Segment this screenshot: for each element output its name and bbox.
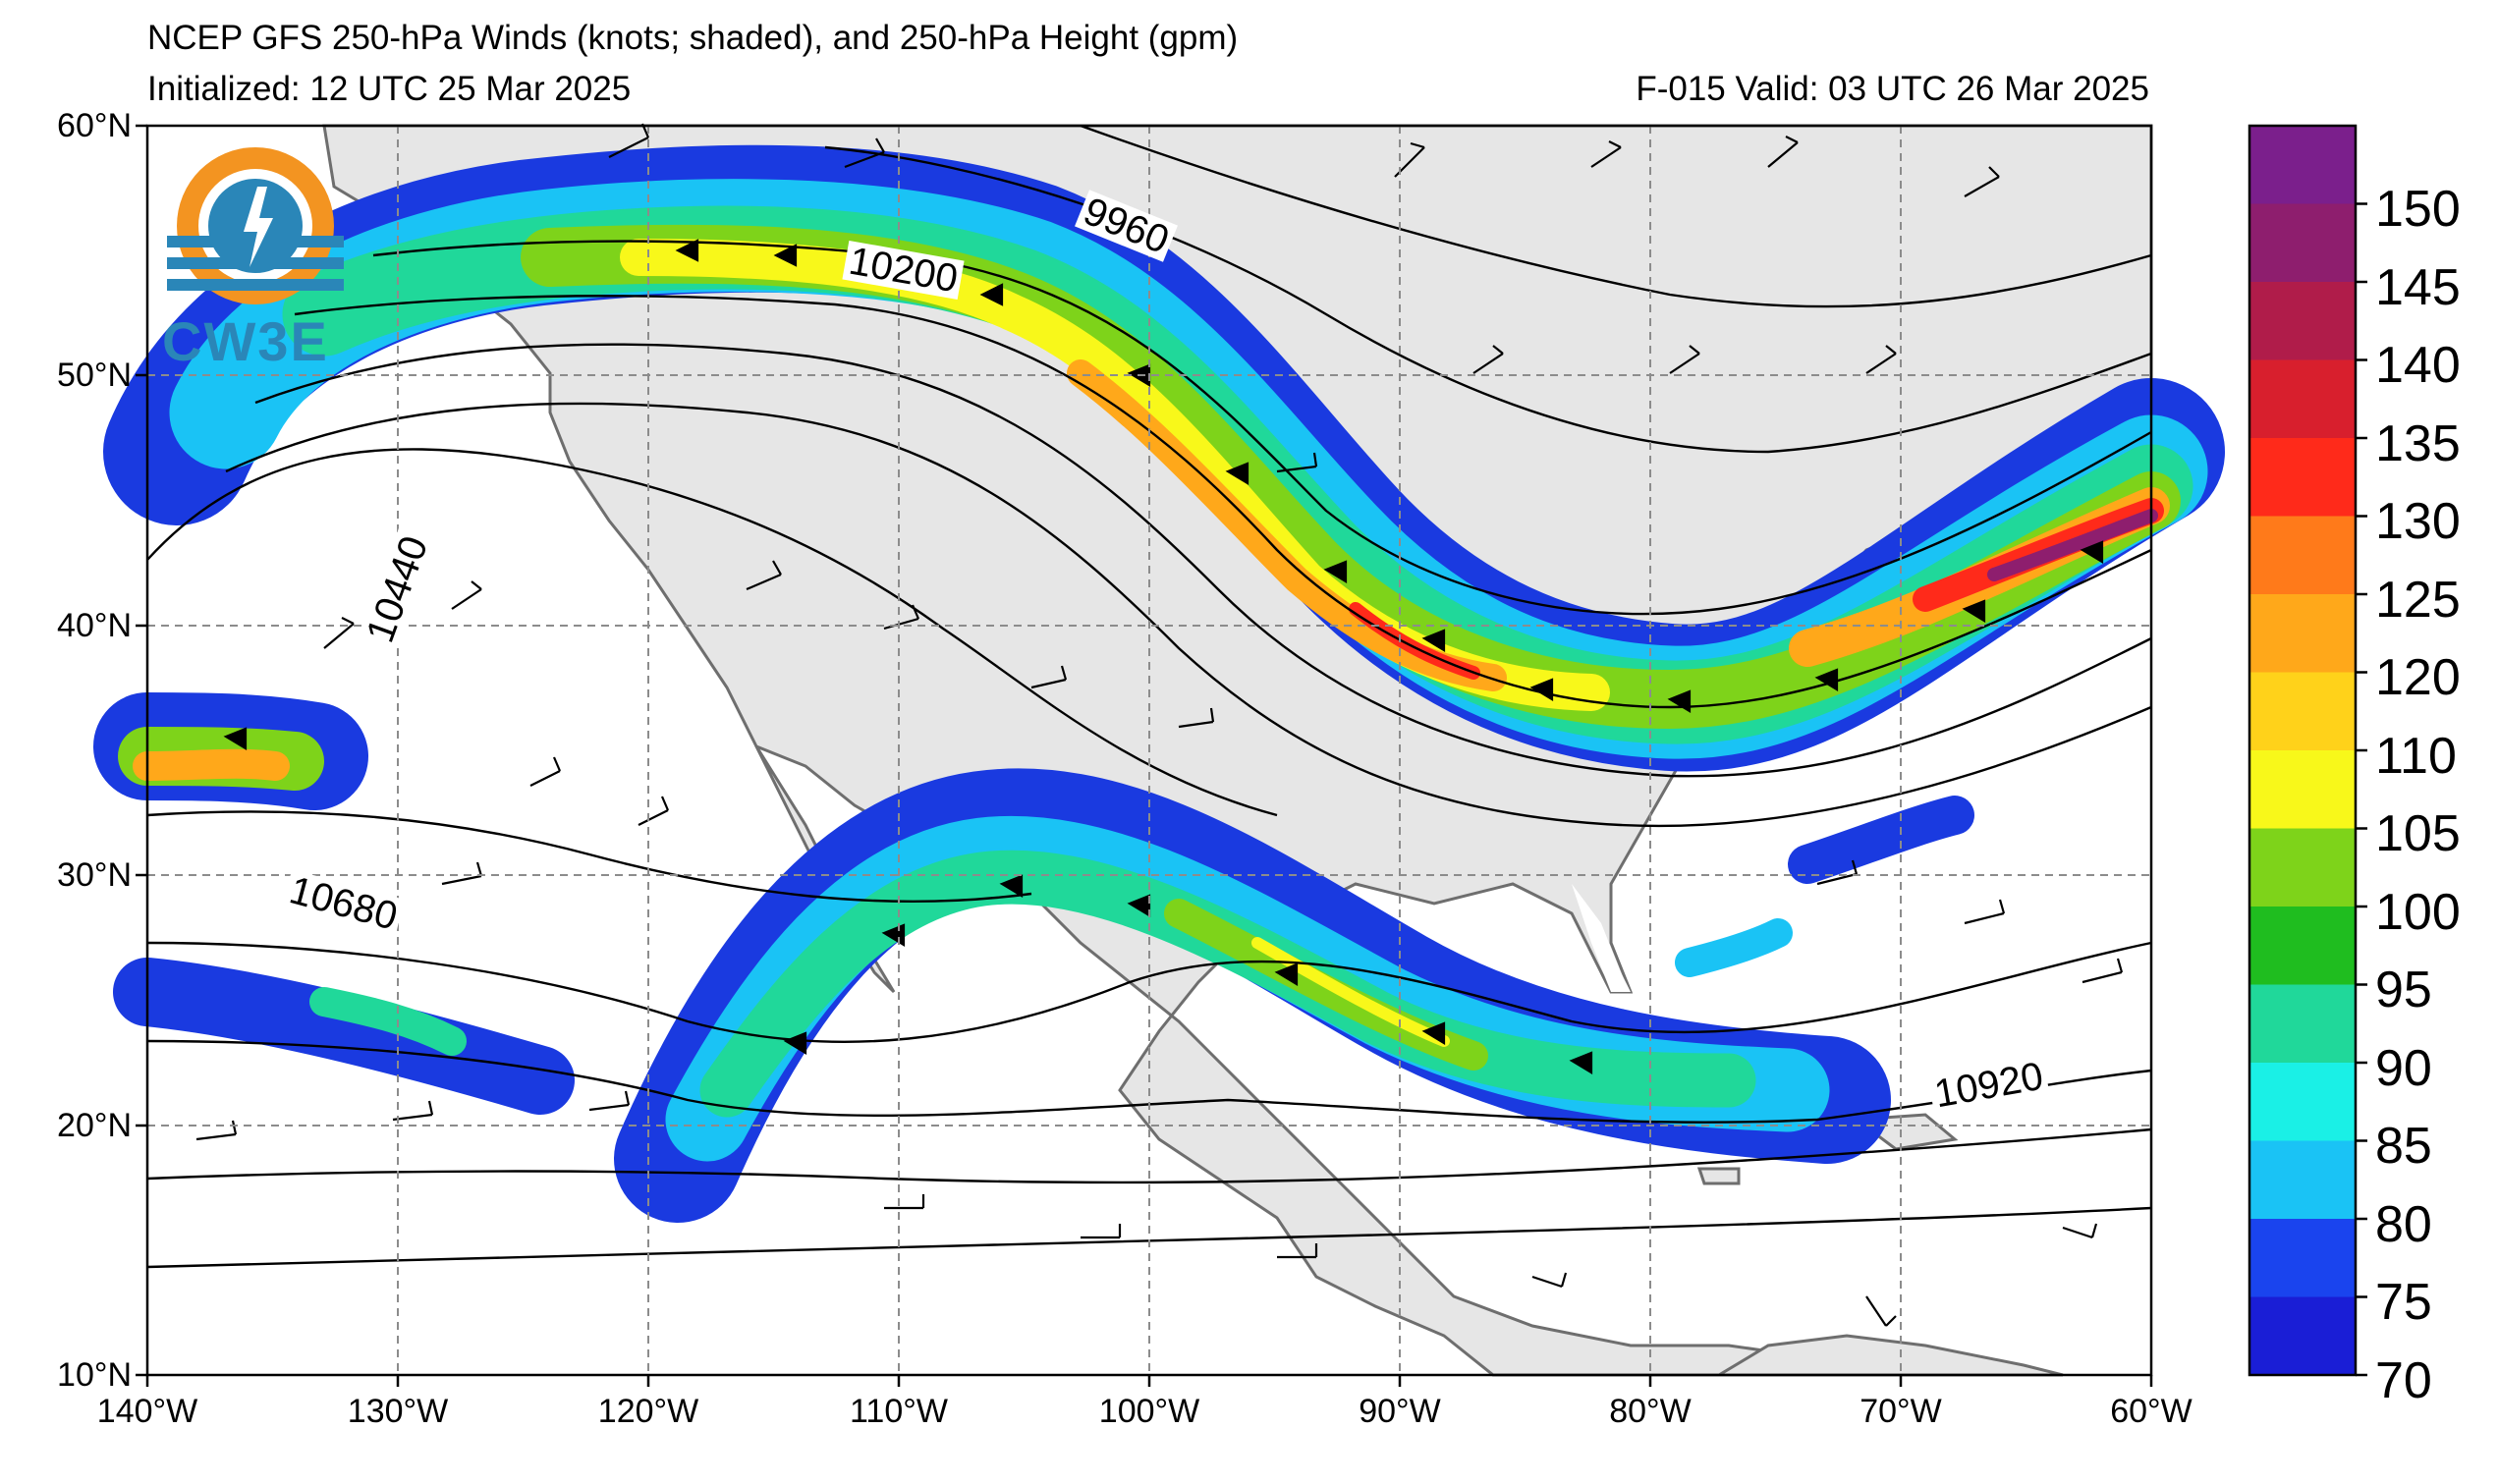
colorbar-tick-85: 85 <box>2375 1118 2432 1175</box>
colorbar-segment <box>2249 438 2356 517</box>
lon-label-140w: 140°W <box>96 1393 198 1430</box>
jamaica-land <box>1696 1167 1741 1185</box>
colorbar-tick-90: 90 <box>2375 1040 2432 1097</box>
colorbar-segment <box>2249 984 2356 1064</box>
colorbar-tick-70: 70 <box>2375 1352 2432 1409</box>
lon-label-90w: 90°W <box>1359 1393 1441 1430</box>
lat-label-30: 30°N <box>57 856 132 894</box>
colorbar-segment <box>2249 1219 2356 1297</box>
colorbar-segment <box>2249 828 2356 907</box>
lon-label-70w: 70°W <box>1860 1393 1942 1430</box>
colorbar-segment <box>2249 282 2356 360</box>
lat-label-20: 20°N <box>57 1107 132 1144</box>
colorbar-segment <box>2249 1063 2356 1141</box>
lat-label-40: 40°N <box>57 607 132 644</box>
colorbar-tick-100: 100 <box>2375 884 2461 941</box>
chart-title: NCEP GFS 250-hPa Winds (knots; shaded), … <box>147 19 1239 57</box>
colorbar-tick-130: 130 <box>2375 493 2461 550</box>
colorbar-tick-150: 150 <box>2375 181 2461 238</box>
lon-label-80w: 80°W <box>1609 1393 1692 1430</box>
gridlines <box>147 126 2151 1375</box>
colorbar-segment <box>2249 750 2356 829</box>
colorbar <box>2249 126 2367 1377</box>
lat-label-50: 50°N <box>57 357 132 394</box>
lon-label-100w: 100°W <box>1098 1393 1200 1430</box>
colorbar-segment <box>2249 594 2356 673</box>
jet-north <box>103 144 2225 772</box>
lon-label-110w: 110°W <box>850 1393 948 1430</box>
colorbar-segment <box>2249 203 2356 283</box>
colorbar-tick-110: 110 <box>2375 728 2457 785</box>
colorbar-tick-105: 105 <box>2375 805 2461 862</box>
colorbar-segment <box>2249 672 2356 751</box>
colorbar-tick-95: 95 <box>2375 962 2432 1018</box>
colorbar-segment <box>2249 1140 2356 1220</box>
colorbar-segment <box>2249 516 2356 595</box>
colorbar-tick-80: 80 <box>2375 1196 2432 1253</box>
wind-barbs <box>195 123 2124 1327</box>
init-time: Initialized: 12 UTC 25 Mar 2025 <box>147 70 632 108</box>
colorbar-segment <box>2249 359 2356 439</box>
colorbar-tick-140: 140 <box>2375 337 2461 394</box>
lon-label-60w: 60°W <box>2110 1393 2193 1430</box>
florida-land <box>1572 884 1631 992</box>
lat-label-10: 10°N <box>57 1356 132 1394</box>
cw3e-logo-icon <box>167 147 344 304</box>
colorbar-tick-125: 125 <box>2375 572 2461 629</box>
colorbar-tick-120: 120 <box>2375 649 2461 706</box>
lat-label-60: 60°N <box>57 107 132 144</box>
colorbar-segment <box>2249 126 2356 204</box>
lon-label-130w: 130°W <box>347 1393 449 1430</box>
colorbar-frame <box>2248 124 2358 1377</box>
height-contours <box>146 124 2152 1269</box>
axis-ticks <box>136 124 2153 1387</box>
colorbar-tick-75: 75 <box>2375 1274 2432 1331</box>
lon-label-120w: 120°W <box>597 1393 699 1430</box>
colorbar-tick-145: 145 <box>2375 259 2461 316</box>
colorbar-segment <box>2249 1296 2356 1376</box>
colorbar-segment <box>2249 907 2356 985</box>
colorbar-tick-135: 135 <box>2375 415 2461 472</box>
valid-time: F-015 Valid: 03 UTC 26 Mar 2025 <box>1636 70 2149 108</box>
logo-text: CW3E <box>162 310 329 372</box>
